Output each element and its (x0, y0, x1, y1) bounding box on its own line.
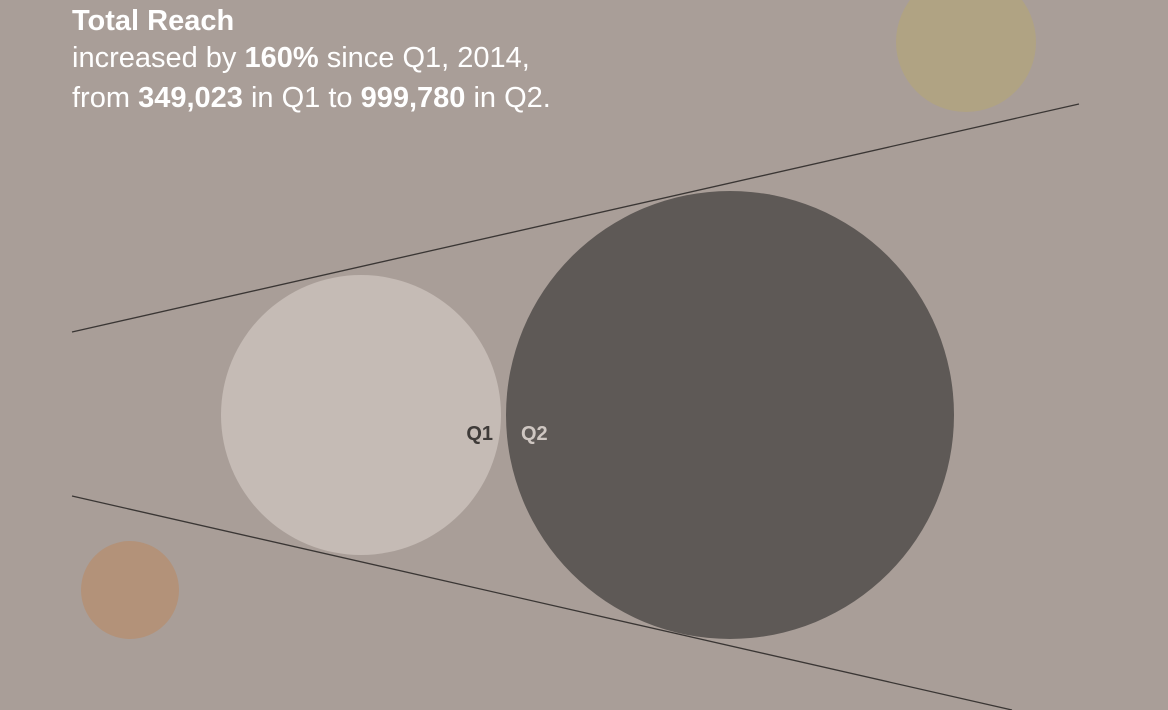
summary-line-2: from 349,023 in Q1 to 999,780 in Q2. (72, 78, 551, 118)
summary-line-2-middle: in Q1 to (242, 82, 361, 114)
q1-label: Q1 (466, 423, 493, 445)
q2-value: 999,780 (360, 82, 466, 114)
upper-guide-line (71, 103, 1080, 333)
summary-line-2-prefix: from (72, 82, 139, 114)
q1-value: 349,023 (138, 82, 243, 114)
summary-line-2-suffix: in Q2. (465, 82, 551, 114)
summary-line-1: increased by 160% since Q1, 2014, (72, 38, 551, 78)
chart-title: Total Reach (72, 5, 235, 37)
q2-bubble (506, 191, 954, 639)
summary-line-1-prefix: increased by (72, 42, 245, 74)
q2-label: Q2 (521, 423, 548, 445)
headline-block: Total Reach increased by 160% since Q1, … (72, 4, 551, 118)
decorative-gold-circle (896, 0, 1036, 112)
summary-line-1-suffix: since Q1, 2014, (318, 42, 530, 74)
percent-increase: 160% (244, 42, 319, 74)
lower-guide-line (71, 495, 1013, 710)
decorative-orange-circle (81, 541, 179, 639)
q1-bubble (221, 275, 501, 555)
